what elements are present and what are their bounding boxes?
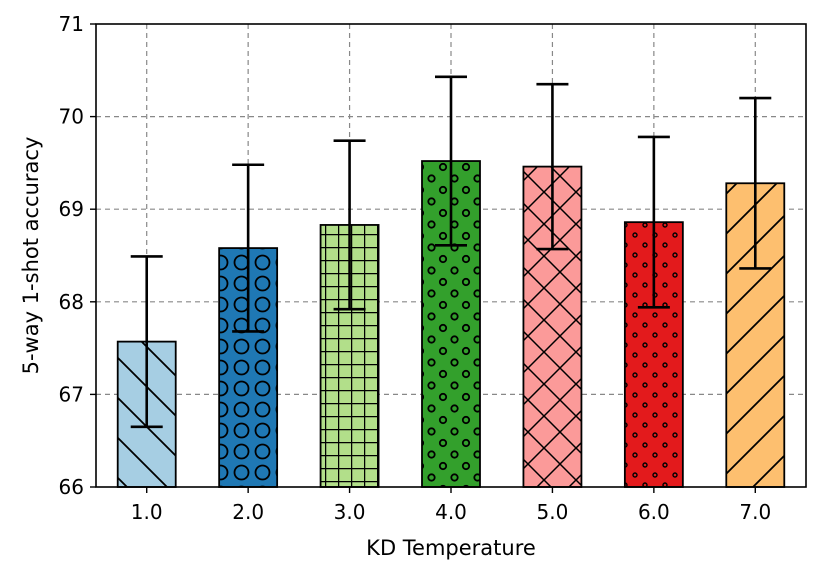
x-tick-label: 2.0	[232, 500, 264, 524]
error-bar-3.0	[333, 139, 366, 311]
y-axis: 66 67 68 69 70 71	[59, 12, 96, 499]
y-tick-label: 67	[59, 382, 84, 406]
error-bar-1.0	[130, 255, 163, 429]
error-bar-7.0	[739, 96, 772, 270]
y-tick-label: 69	[59, 197, 84, 221]
error-bars	[130, 75, 772, 429]
error-bar-6.0	[637, 135, 670, 309]
x-tick-label: 4.0	[435, 500, 467, 524]
x-axis-title: KD Temperature	[366, 536, 536, 560]
y-tick-label: 66	[59, 475, 84, 499]
x-tick-label: 3.0	[334, 500, 366, 524]
error-bar-2.0	[232, 163, 265, 333]
y-tick-label: 68	[59, 290, 84, 314]
error-bar-4.0	[435, 75, 467, 247]
error-bar-5.0	[536, 82, 569, 251]
x-axis: 1.0 2.0 3.0 4.0 5.0 6.0 7.0	[131, 487, 771, 524]
y-tick-label: 71	[59, 12, 84, 36]
x-tick-label: 1.0	[131, 500, 163, 524]
x-tick-label: 7.0	[739, 500, 771, 524]
x-tick-label: 6.0	[638, 500, 670, 524]
y-tick-label: 70	[59, 105, 84, 129]
y-axis-title: 5-way 1-shot accuracy	[19, 137, 43, 375]
bar-hatch-2.0	[218, 247, 279, 488]
x-tick-label: 5.0	[537, 500, 569, 524]
